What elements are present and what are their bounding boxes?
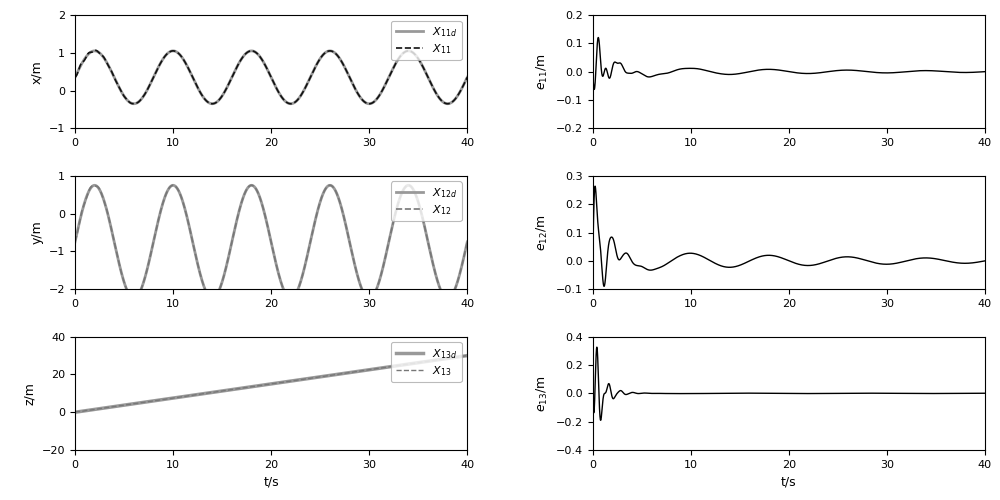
$X_{11d}$ bbox=[442, 100, 454, 106]
Legend: $X_{11d}$, $X_{11}$: $X_{11d}$, $X_{11}$ bbox=[391, 20, 462, 60]
$X_{12d}$ bbox=[304, 239, 316, 245]
Line: $X_{13}$: $X_{13}$ bbox=[75, 356, 467, 412]
$X_{13}$ bbox=[219, 388, 231, 394]
$X_{13}$ bbox=[391, 362, 403, 368]
Line: $X_{11}$: $X_{11}$ bbox=[75, 50, 467, 104]
$X_{12d}$ bbox=[89, 182, 101, 188]
$X_{11d}$ bbox=[362, 100, 374, 106]
$X_{12d}$ bbox=[69, 239, 81, 245]
$X_{12}$ bbox=[402, 182, 414, 188]
Line: $X_{12}$: $X_{12}$ bbox=[75, 186, 467, 298]
$X_{11d}$ bbox=[89, 48, 101, 54]
$X_{12}$ bbox=[219, 269, 231, 275]
$X_{11d}$ bbox=[69, 74, 81, 80]
$X_{13}$ bbox=[304, 376, 316, 382]
$X_{11}$ bbox=[442, 100, 454, 106]
$X_{13}$ bbox=[324, 372, 336, 378]
$X_{12}$ bbox=[140, 270, 152, 276]
Legend: $X_{12d}$, $X_{12}$: $X_{12d}$, $X_{12}$ bbox=[391, 182, 462, 221]
$X_{11}$ bbox=[392, 57, 404, 63]
$X_{13d}$ bbox=[391, 362, 403, 368]
$X_{12}$ bbox=[69, 239, 81, 245]
$X_{12}$ bbox=[461, 239, 473, 245]
$X_{12}$ bbox=[391, 202, 403, 208]
$X_{11d}$ bbox=[219, 88, 231, 94]
$X_{12d}$ bbox=[140, 270, 152, 276]
$X_{12}$ bbox=[362, 295, 374, 301]
$X_{11d}$ bbox=[140, 88, 152, 94]
$X_{13d}$ bbox=[69, 409, 81, 415]
$X_{13d}$ bbox=[304, 376, 316, 382]
$X_{12d}$ bbox=[324, 182, 336, 188]
$X_{13d}$ bbox=[461, 352, 473, 358]
$X_{12d}$ bbox=[442, 296, 454, 302]
$X_{11d}$ bbox=[324, 48, 336, 54]
$X_{11}$ bbox=[304, 74, 316, 80]
$X_{12d}$ bbox=[219, 269, 231, 275]
Y-axis label: $e_{11}$/m: $e_{11}$/m bbox=[535, 54, 550, 90]
$X_{11}$ bbox=[362, 100, 374, 106]
$X_{12}$ bbox=[304, 240, 316, 246]
$X_{11d}$ bbox=[461, 74, 473, 80]
X-axis label: t/s: t/s bbox=[781, 476, 797, 488]
Legend: $X_{13d}$, $X_{13}$: $X_{13d}$, $X_{13}$ bbox=[391, 342, 462, 382]
Y-axis label: $e_{13}$/m: $e_{13}$/m bbox=[535, 375, 550, 412]
$X_{12d}$ bbox=[392, 202, 404, 208]
Line: $X_{11d}$: $X_{11d}$ bbox=[75, 51, 467, 104]
$X_{11d}$ bbox=[304, 74, 316, 80]
$X_{11}$ bbox=[69, 74, 81, 80]
Line: $X_{12d}$: $X_{12d}$ bbox=[75, 186, 467, 298]
$X_{13}$ bbox=[362, 367, 374, 373]
Y-axis label: y/m: y/m bbox=[30, 220, 43, 244]
$X_{13d}$ bbox=[362, 367, 374, 373]
$X_{11d}$ bbox=[392, 57, 404, 63]
$X_{12d}$ bbox=[461, 239, 473, 245]
X-axis label: t/s: t/s bbox=[263, 476, 279, 488]
$X_{11}$ bbox=[324, 48, 336, 54]
$X_{11}$ bbox=[140, 88, 152, 94]
$X_{13d}$ bbox=[219, 388, 231, 394]
$X_{13}$ bbox=[461, 352, 473, 358]
$X_{13}$ bbox=[69, 409, 81, 415]
$X_{11}$ bbox=[219, 88, 231, 94]
Y-axis label: x/m: x/m bbox=[30, 60, 43, 84]
$X_{12}$ bbox=[442, 296, 454, 302]
$X_{13d}$ bbox=[324, 372, 336, 378]
Line: $X_{13d}$: $X_{13d}$ bbox=[75, 356, 467, 412]
$X_{11}$ bbox=[90, 48, 102, 54]
Y-axis label: $e_{12}$/m: $e_{12}$/m bbox=[535, 214, 550, 250]
$X_{11}$ bbox=[461, 74, 473, 80]
Y-axis label: z/m: z/m bbox=[23, 382, 36, 405]
$X_{13d}$ bbox=[140, 399, 152, 405]
$X_{12}$ bbox=[324, 182, 336, 188]
$X_{13}$ bbox=[140, 399, 152, 405]
$X_{12d}$ bbox=[362, 295, 374, 301]
